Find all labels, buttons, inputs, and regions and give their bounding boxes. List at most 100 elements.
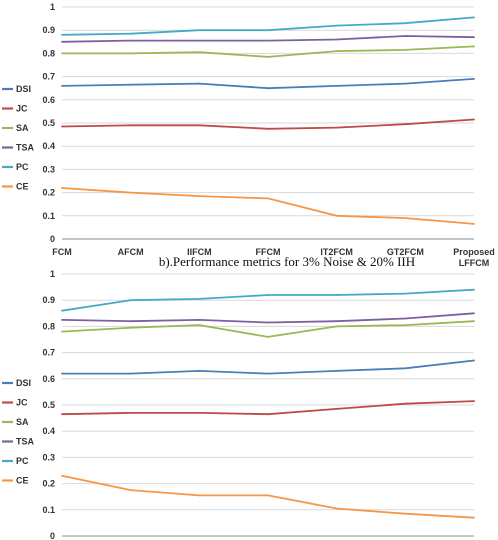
- legend-label-dsi: DSI: [16, 378, 31, 388]
- data-point-dsi: [267, 87, 269, 90]
- data-point-ce: [473, 516, 475, 519]
- data-point-tsa: [335, 38, 338, 41]
- x-tick-label: GT2FCM: [387, 247, 424, 257]
- data-point-ce: [267, 494, 269, 497]
- series-line-pc: [61, 16, 475, 36]
- data-point-sa: [61, 330, 63, 333]
- data-point-jc: [404, 402, 407, 405]
- legend-label-jc: JC: [16, 398, 28, 408]
- data-point-ce: [267, 197, 269, 200]
- data-point-dsi: [404, 367, 407, 370]
- data-point-ce: [404, 217, 407, 220]
- data-point-jc: [335, 408, 338, 410]
- data-point-ce: [473, 223, 475, 225]
- y-tick-label: 0.9: [42, 25, 55, 35]
- y-tick-label: 0.6: [42, 374, 55, 384]
- data-point-pc: [198, 29, 201, 32]
- data-point-sa: [473, 45, 475, 48]
- data-point-jc: [473, 118, 475, 121]
- data-point-dsi: [129, 83, 132, 86]
- data-point-tsa: [267, 321, 269, 324]
- data-point-jc: [473, 400, 475, 402]
- data-point-tsa: [335, 320, 338, 323]
- data-point-tsa: [473, 312, 475, 315]
- y-tick-label: 0.6: [42, 95, 55, 105]
- x-tick-label: IIFCM: [187, 247, 212, 257]
- y-tick-label: 0.5: [42, 118, 55, 128]
- y-tick-label: 1: [50, 269, 55, 279]
- x-tick-label: Proposed LFFCM: [453, 247, 495, 268]
- data-point-dsi: [61, 84, 63, 87]
- data-point-dsi: [473, 78, 475, 80]
- data-point-sa: [198, 51, 201, 54]
- data-point-ce: [61, 187, 63, 189]
- data-point-ce: [198, 195, 201, 197]
- series-line-jc: [61, 400, 475, 416]
- data-point-dsi: [61, 372, 63, 375]
- y-tick-label: 0.4: [42, 141, 55, 151]
- data-point-dsi: [198, 82, 201, 85]
- series-line-jc: [61, 118, 475, 130]
- y-tick-label: 0.1: [42, 211, 55, 221]
- data-point-tsa: [61, 318, 63, 321]
- data-point-tsa: [198, 39, 201, 42]
- data-point-dsi: [267, 372, 269, 375]
- x-tick-label: FFCM: [256, 247, 281, 257]
- chart-top: 0 0.1 0.2 0.3 0.4 0.5 0.6 0.7 0.8 0.9 1 FCM AFCM IIFC…: [2, 2, 495, 268]
- data-point-pc: [129, 32, 132, 35]
- data-point-jc: [61, 125, 63, 128]
- data-point-ce: [129, 191, 132, 194]
- y-tick-label: 0.8: [42, 321, 55, 331]
- data-point-pc: [61, 309, 63, 312]
- data-point-sa: [335, 50, 338, 52]
- data-point-dsi: [404, 82, 407, 85]
- data-point-jc: [61, 413, 63, 416]
- series-line-ce: [61, 474, 475, 519]
- y-tick-label: 0.2: [42, 479, 55, 489]
- legend-label-dsi: DSI: [16, 84, 31, 94]
- legend-label-sa: SA: [16, 123, 29, 133]
- y-tick-label: 0.2: [42, 188, 55, 198]
- data-point-tsa: [129, 39, 132, 42]
- data-point-jc: [198, 411, 201, 414]
- data-point-pc: [404, 292, 407, 295]
- data-point-tsa: [404, 317, 407, 320]
- data-point-sa: [267, 55, 269, 58]
- data-point-dsi: [129, 372, 132, 375]
- y-tick-label: 0: [50, 531, 55, 540]
- x-tick-label: AFCM: [118, 247, 144, 257]
- series-line-sa: [61, 320, 475, 338]
- data-point-sa: [61, 52, 63, 55]
- data-point-dsi: [473, 359, 475, 362]
- y-tick-label: 0.5: [42, 400, 55, 410]
- data-point-sa: [404, 49, 407, 51]
- y-tick-label: 0.8: [42, 48, 55, 58]
- data-point-tsa: [61, 40, 63, 43]
- series-line-sa: [62, 45, 475, 58]
- y-tick-label: 0.3: [42, 452, 55, 462]
- data-point-sa: [267, 335, 269, 338]
- data-point-jc: [335, 126, 338, 129]
- data-point-pc: [335, 294, 338, 296]
- data-point-ce: [404, 512, 407, 515]
- x-tick-label: IT2FCM: [320, 247, 353, 257]
- data-point-tsa: [198, 318, 201, 321]
- data-point-pc: [335, 24, 338, 27]
- series-line-tsa: [61, 312, 475, 324]
- y-tick-label: 1: [50, 2, 55, 12]
- data-point-dsi: [198, 370, 201, 372]
- y-tick-label: 0.1: [42, 505, 55, 515]
- y-tick-label: 0.7: [42, 72, 55, 82]
- legend-label-pc: PC: [16, 456, 29, 466]
- data-point-pc: [267, 29, 269, 32]
- data-point-tsa: [129, 320, 132, 323]
- data-point-ce: [61, 474, 63, 477]
- chart-caption: b).Performance metrics for 3% Noise & 20…: [159, 254, 415, 269]
- legend-label-tsa: TSA: [16, 437, 35, 447]
- series-line-ce: [61, 187, 475, 225]
- data-point-sa: [473, 320, 475, 323]
- data-point-ce: [335, 214, 338, 217]
- y-tick-label: 0.9: [42, 295, 55, 305]
- data-point-jc: [129, 411, 132, 414]
